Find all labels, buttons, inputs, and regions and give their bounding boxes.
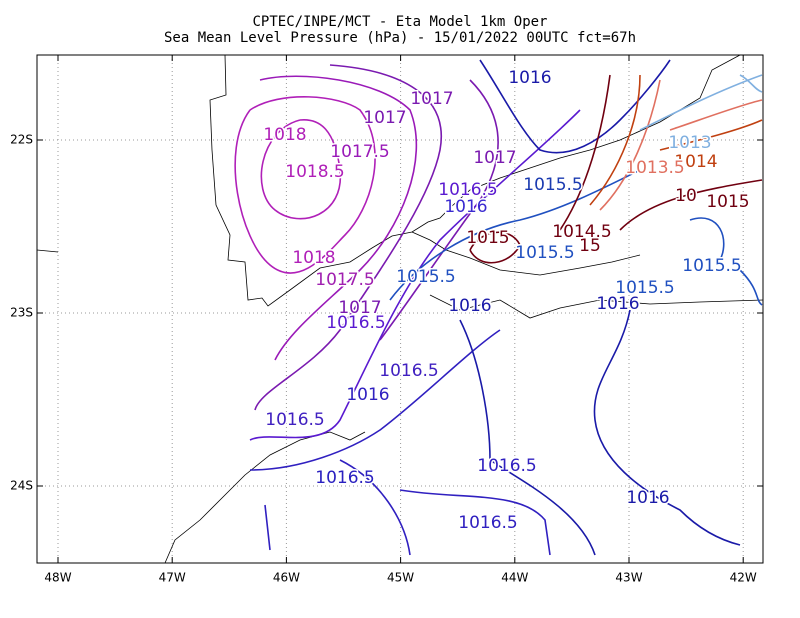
contour-label: 1015.5 (615, 278, 674, 298)
contour-label: 1018 (263, 125, 306, 145)
contour-label: 1017 (473, 148, 516, 168)
contour-label: 1016 (508, 68, 551, 88)
coast (429, 294, 764, 319)
contour (264, 459, 551, 556)
contour-label: 1017 (410, 89, 453, 109)
x-tick-label: 46W (273, 571, 300, 585)
contour (639, 74, 763, 131)
contours (234, 59, 763, 556)
contour-label: 1017.5 (330, 142, 389, 162)
contour (593, 309, 741, 546)
contour (249, 109, 581, 441)
contour-label: 1016.5 (458, 513, 517, 533)
contour-label: 1016 (596, 294, 639, 314)
contour-label: 1016 (626, 488, 669, 508)
frame (36, 54, 764, 564)
contour-label: 1013 (668, 133, 711, 153)
contour (249, 329, 501, 471)
x-tick-label: 44W (501, 571, 528, 585)
contour (254, 64, 443, 411)
contour-label: 1015.5 (396, 267, 455, 287)
contour (379, 79, 499, 341)
contour-label: 1016 (448, 296, 491, 316)
contour-label: 15 (579, 236, 601, 256)
contour (469, 74, 763, 264)
y-tick-label: 23S (10, 306, 33, 320)
contour (479, 59, 671, 154)
contour (459, 319, 596, 556)
contour-labels: 10161017101710181017.51018.510171016.510… (262, 67, 751, 535)
contour-label: 1017.5 (315, 270, 374, 290)
contour-label: 1015.5 (682, 256, 741, 276)
contour-label: 1015 (706, 192, 749, 212)
contour-label: 1016.5 (379, 361, 438, 381)
coast (411, 231, 641, 276)
title-line-1: CPTEC/INPE/MCT - Eta Model 1km Oper (252, 14, 547, 30)
x-tick-label: 45W (387, 571, 414, 585)
x-tick-label: 42W (730, 571, 757, 585)
coast (164, 431, 366, 564)
x-tick-label: 47W (159, 571, 186, 585)
contour-label: 1018.5 (285, 162, 344, 182)
contour (599, 79, 763, 211)
contour-label: 1015.5 (523, 175, 582, 195)
y-tick-label: 22S (10, 133, 33, 147)
contour-label: 1016.5 (477, 456, 536, 476)
coast (36, 249, 59, 253)
y-tick-label: 24S (10, 479, 33, 493)
contour-label: 1016.5 (438, 180, 497, 200)
contour-label: 1017 (363, 108, 406, 128)
x-tick-label: 43W (615, 571, 642, 585)
contour-label: 1016.5 (326, 313, 385, 333)
contour-label: 1015 (466, 228, 509, 248)
contour-label: 1018 (292, 248, 335, 268)
contour-label: 1016.5 (265, 410, 324, 430)
contour-label: 1016 (444, 197, 487, 217)
contour (260, 119, 342, 220)
contour (259, 75, 418, 361)
contour-label: 1015.5 (515, 243, 574, 263)
x-tick-label: 48W (44, 571, 71, 585)
contour-label: 1013.5 (625, 158, 684, 178)
contour-label: 1014.5 (552, 222, 611, 242)
contour-label: 1014 (674, 152, 717, 172)
title-line-2: Sea Mean Level Pressure (hPa) - 15/01/20… (164, 30, 636, 46)
contour (589, 74, 763, 206)
contour (234, 96, 376, 274)
contour-label: 1016 (346, 385, 389, 405)
contour-label: 10 (675, 186, 697, 206)
contour-label: 1017 (338, 298, 381, 318)
grid: 48W 47W 46W 45W 44W 43W 42W 22S 23S 24S (10, 55, 763, 585)
contour-label: 1016.5 (315, 468, 374, 488)
